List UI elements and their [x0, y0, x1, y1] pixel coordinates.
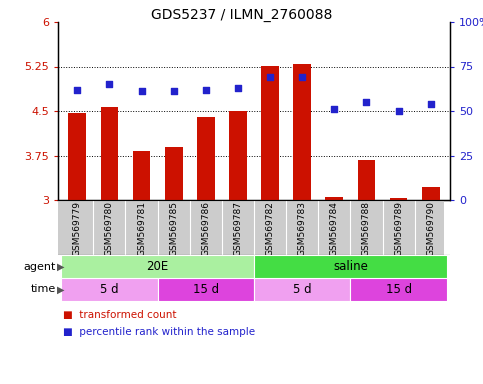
Text: GDS5237 / ILMN_2760088: GDS5237 / ILMN_2760088 [151, 8, 332, 22]
Bar [261, 66, 279, 200]
Point [202, 86, 210, 93]
Bar [350, 278, 447, 301]
Text: ■  transformed count: ■ transformed count [63, 310, 176, 320]
Point [427, 101, 435, 107]
Bar [197, 117, 214, 200]
Text: saline: saline [333, 260, 368, 273]
Bar [100, 107, 118, 200]
Text: ▶: ▶ [57, 285, 65, 295]
Bar [133, 151, 150, 200]
Point [395, 108, 402, 114]
Point [138, 88, 145, 94]
Bar [254, 255, 447, 278]
Point [330, 106, 338, 112]
Point [106, 81, 114, 88]
Bar [390, 198, 408, 200]
Point [298, 74, 306, 80]
Text: GSM569782: GSM569782 [266, 201, 274, 256]
Text: GSM569786: GSM569786 [201, 201, 210, 256]
Point [266, 74, 274, 80]
Text: GSM569784: GSM569784 [330, 201, 339, 256]
Text: time: time [30, 285, 56, 295]
Text: GSM569781: GSM569781 [137, 201, 146, 256]
Bar [326, 197, 343, 200]
Bar [157, 278, 254, 301]
Text: GSM569788: GSM569788 [362, 201, 371, 256]
Bar [422, 187, 440, 200]
Text: ■  percentile rank within the sample: ■ percentile rank within the sample [63, 327, 255, 337]
Text: GSM569785: GSM569785 [169, 201, 178, 256]
Text: GSM569783: GSM569783 [298, 201, 307, 256]
Text: 15 d: 15 d [385, 283, 412, 296]
Bar [293, 63, 311, 200]
Text: 5 d: 5 d [100, 283, 119, 296]
Bar [69, 113, 86, 200]
Text: 20E: 20E [146, 260, 169, 273]
Bar [165, 147, 183, 200]
Bar [229, 111, 247, 200]
Bar [61, 255, 254, 278]
Text: ▶: ▶ [57, 262, 65, 271]
Text: GSM569787: GSM569787 [233, 201, 242, 256]
Point [234, 85, 242, 91]
Text: 15 d: 15 d [193, 283, 219, 296]
Text: agent: agent [23, 262, 56, 271]
Bar [61, 278, 157, 301]
Text: 5 d: 5 d [293, 283, 312, 296]
Text: GSM569780: GSM569780 [105, 201, 114, 256]
Bar [254, 278, 350, 301]
Point [73, 86, 81, 93]
Text: GSM569779: GSM569779 [73, 201, 82, 256]
Point [170, 88, 178, 94]
Text: GSM569789: GSM569789 [394, 201, 403, 256]
Point [363, 99, 370, 105]
Bar [357, 160, 375, 200]
Text: GSM569790: GSM569790 [426, 201, 435, 256]
